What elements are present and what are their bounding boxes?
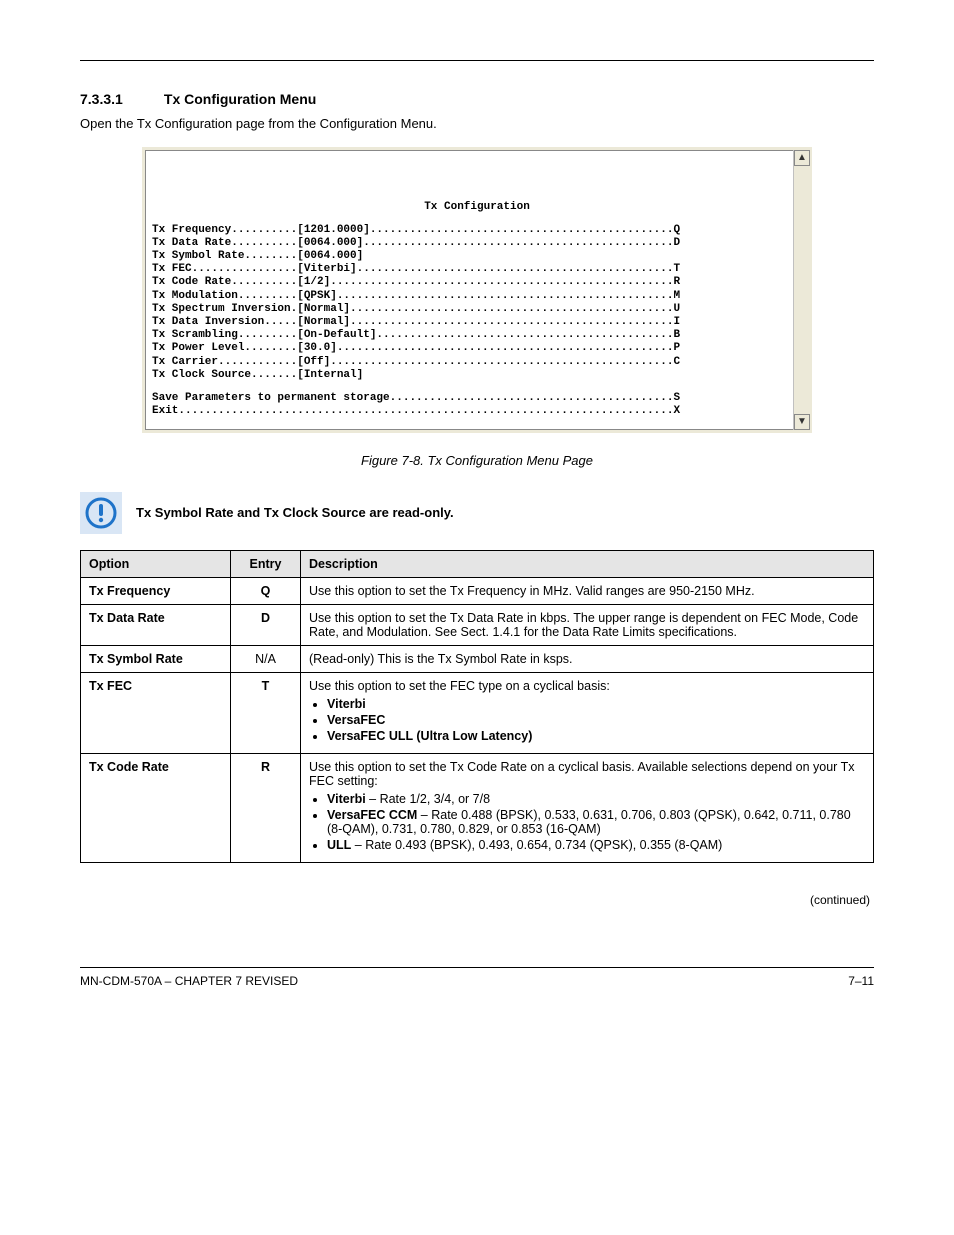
section-number: 7.3.3.1 [80, 91, 160, 107]
terminal-line: Tx Power Level........[30.0]............… [152, 342, 802, 355]
terminal-line: Tx Data Inversion.....[Normal]..........… [152, 316, 802, 329]
header-rule [80, 60, 874, 61]
terminal-line: Tx Data Rate..........[0064.000]........… [152, 237, 802, 250]
terminal-content: Tx Configuration Tx Frequency..........[… [145, 150, 809, 430]
terminal-footer-line: Save Parameters to permanent storage....… [152, 392, 802, 405]
cell-option: Tx Frequency [81, 577, 231, 604]
table-row: Tx Symbol RateN/A(Read-only) This is the… [81, 645, 874, 672]
terminal-line: Tx Code Rate..........[1/2].............… [152, 276, 802, 289]
important-icon [80, 492, 122, 534]
scroll-down-button[interactable]: ▼ [794, 414, 810, 430]
terminal-line: Tx Scrambling.........[On-Default]......… [152, 329, 802, 342]
cell-description: (Read-only) This is the Tx Symbol Rate i… [301, 645, 874, 672]
cell-entry: R [231, 753, 301, 862]
note-text: Tx Symbol Rate and Tx Clock Source are r… [136, 505, 454, 520]
footer-rule [80, 967, 874, 968]
cell-option: Tx Code Rate [81, 753, 231, 862]
th-desc: Description [301, 550, 874, 577]
terminal-line: Tx Carrier............[Off].............… [152, 356, 802, 369]
cell-option: Tx FEC [81, 672, 231, 753]
table-row: Tx FrequencyQUse this option to set the … [81, 577, 874, 604]
cell-description: Use this option to set the Tx Data Rate … [301, 604, 874, 645]
cell-option: Tx Data Rate [81, 604, 231, 645]
terminal-line: Tx Spectrum Inversion.[Normal]..........… [152, 303, 802, 316]
footer-right: 7–11 [848, 974, 874, 988]
cell-entry: T [231, 672, 301, 753]
table-row: Tx FECTUse this option to set the FEC ty… [81, 672, 874, 753]
terminal-title: Tx Configuration [152, 201, 802, 214]
terminal-screenshot: Tx Configuration Tx Frequency..........[… [142, 147, 812, 433]
terminal-line: Tx Modulation.........[QPSK]............… [152, 290, 802, 303]
terminal-line: Tx Symbol Rate........[0064.000] [152, 250, 802, 263]
cell-entry: Q [231, 577, 301, 604]
section-title: Tx Configuration Menu [164, 91, 316, 107]
terminal-line: Tx FEC................[Viterbi].........… [152, 263, 802, 276]
cell-description: Use this option to set the Tx Frequency … [301, 577, 874, 604]
th-entry: Entry [231, 550, 301, 577]
th-option: Option [81, 550, 231, 577]
scroll-up-button[interactable]: ▲ [794, 150, 810, 166]
scrollbar-track[interactable]: ▲ ▼ [793, 150, 809, 430]
section-heading: 7.3.3.1 Tx Configuration Menu [80, 91, 874, 107]
table-row: Tx Code RateRUse this option to set the … [81, 753, 874, 862]
table-row: Tx Data RateDUse this option to set the … [81, 604, 874, 645]
figure-caption: Figure 7-8. Tx Configuration Menu Page [80, 453, 874, 468]
cell-description: Use this option to set the FEC type on a… [301, 672, 874, 753]
table-continued: (continued) [80, 893, 874, 907]
terminal-footer-line: Exit....................................… [152, 405, 802, 418]
footer-left: MN-CDM-570A – CHAPTER 7 REVISED [80, 974, 298, 988]
section-intro: Open the Tx Configuration page from the … [80, 115, 874, 133]
cell-entry: D [231, 604, 301, 645]
terminal-line: Tx Clock Source.......[Internal] [152, 369, 802, 382]
cell-option: Tx Symbol Rate [81, 645, 231, 672]
page-footer: MN-CDM-570A – CHAPTER 7 REVISED 7–11 [80, 974, 874, 988]
terminal-line: Tx Frequency..........[1201.0000].......… [152, 224, 802, 237]
options-table: Option Entry Description Tx FrequencyQUs… [80, 550, 874, 863]
cell-entry: N/A [231, 645, 301, 672]
cell-description: Use this option to set the Tx Code Rate … [301, 753, 874, 862]
note-block: Tx Symbol Rate and Tx Clock Source are r… [80, 492, 874, 534]
